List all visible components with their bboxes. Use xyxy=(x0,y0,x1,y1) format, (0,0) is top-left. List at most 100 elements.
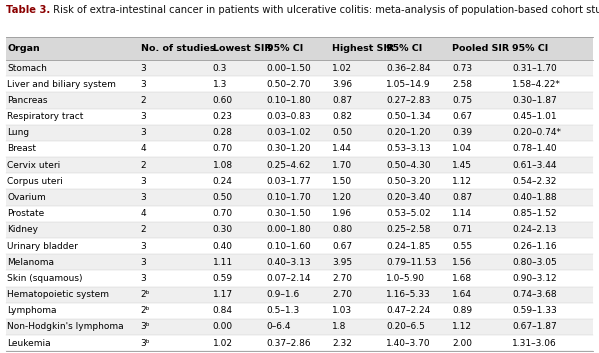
Text: 0.27–2.83: 0.27–2.83 xyxy=(386,96,431,105)
Text: Corpus uteri: Corpus uteri xyxy=(7,177,63,186)
Text: 3: 3 xyxy=(141,64,147,73)
Text: 0.82: 0.82 xyxy=(332,112,352,121)
Text: 1.68: 1.68 xyxy=(452,274,473,283)
Text: 0.50: 0.50 xyxy=(213,193,233,202)
Text: 2.70: 2.70 xyxy=(332,274,352,283)
Bar xyxy=(6,270,593,287)
Text: 3: 3 xyxy=(141,112,147,121)
Bar xyxy=(6,108,593,125)
Text: 1.16–5.33: 1.16–5.33 xyxy=(386,290,431,299)
Text: 0.40: 0.40 xyxy=(213,241,232,251)
Text: Lung: Lung xyxy=(7,128,29,137)
Text: Ovarium: Ovarium xyxy=(7,193,46,202)
Text: 1.31–3.06: 1.31–3.06 xyxy=(512,339,557,348)
Text: 0.00–1.50: 0.00–1.50 xyxy=(267,64,311,73)
Text: 1.04: 1.04 xyxy=(452,144,472,154)
Text: 0.50–2.70: 0.50–2.70 xyxy=(267,80,311,89)
Text: Organ: Organ xyxy=(7,44,40,53)
Text: 0.30: 0.30 xyxy=(213,226,233,234)
Text: 0.70: 0.70 xyxy=(213,209,233,218)
Text: Urinary bladder: Urinary bladder xyxy=(7,241,78,251)
Text: Pooled SIR: Pooled SIR xyxy=(452,44,509,53)
Text: 0.67–1.87: 0.67–1.87 xyxy=(512,323,557,331)
Text: Prostate: Prostate xyxy=(7,209,44,218)
Text: Respiratory tract: Respiratory tract xyxy=(7,112,84,121)
Text: 0.70: 0.70 xyxy=(213,144,233,154)
Text: 1.56: 1.56 xyxy=(452,258,473,267)
Text: 1.40–3.70: 1.40–3.70 xyxy=(386,339,431,348)
Text: 0.00: 0.00 xyxy=(213,323,233,331)
Text: 95% CI: 95% CI xyxy=(386,44,423,53)
Text: 0.24–1.85: 0.24–1.85 xyxy=(386,241,431,251)
Text: 1.02: 1.02 xyxy=(332,64,352,73)
Text: 0.61–3.44: 0.61–3.44 xyxy=(512,161,556,170)
Text: Cervix uteri: Cervix uteri xyxy=(7,161,60,170)
Text: 0.78–1.40: 0.78–1.40 xyxy=(512,144,556,154)
Text: 0.50–3.20: 0.50–3.20 xyxy=(386,177,431,186)
Text: 1.05–14.9: 1.05–14.9 xyxy=(386,80,431,89)
Text: 0.30–1.50: 0.30–1.50 xyxy=(267,209,311,218)
Text: 0.45–1.01: 0.45–1.01 xyxy=(512,112,556,121)
Text: 0.10–1.80: 0.10–1.80 xyxy=(267,96,311,105)
Text: 3ᵇ: 3ᵇ xyxy=(141,323,150,331)
Text: 0.9–1.6: 0.9–1.6 xyxy=(267,290,300,299)
Text: 0.31–1.70: 0.31–1.70 xyxy=(512,64,557,73)
Text: 3: 3 xyxy=(141,177,147,186)
Bar xyxy=(6,303,593,319)
Bar xyxy=(6,254,593,270)
Text: 0.47–2.24: 0.47–2.24 xyxy=(386,306,431,315)
Bar xyxy=(6,157,593,173)
Text: 0.87: 0.87 xyxy=(452,193,473,202)
Text: 95% CI: 95% CI xyxy=(512,44,549,53)
Text: 2.00: 2.00 xyxy=(452,339,472,348)
Bar xyxy=(6,92,593,108)
Text: 0.26–1.16: 0.26–1.16 xyxy=(512,241,556,251)
Text: 2: 2 xyxy=(141,96,146,105)
Text: 4: 4 xyxy=(141,144,146,154)
Text: 0.24: 0.24 xyxy=(213,177,232,186)
Text: 2.58: 2.58 xyxy=(452,80,472,89)
Text: 0.84: 0.84 xyxy=(213,306,232,315)
Text: 2ᵇ: 2ᵇ xyxy=(141,306,150,315)
Text: Liver and biliary system: Liver and biliary system xyxy=(7,80,116,89)
Text: 0.5–1.3: 0.5–1.3 xyxy=(267,306,300,315)
Text: 95% CI: 95% CI xyxy=(267,44,303,53)
Text: Lymphoma: Lymphoma xyxy=(7,306,57,315)
Text: 0.30–1.20: 0.30–1.20 xyxy=(267,144,311,154)
Text: 1.17: 1.17 xyxy=(213,290,233,299)
Bar xyxy=(6,238,593,254)
Text: 0.50–4.30: 0.50–4.30 xyxy=(386,161,431,170)
Text: 1.02: 1.02 xyxy=(213,339,232,348)
Text: 0.55: 0.55 xyxy=(452,241,473,251)
Text: 2.32: 2.32 xyxy=(332,339,352,348)
Text: 0.67: 0.67 xyxy=(452,112,473,121)
Text: 1.11: 1.11 xyxy=(213,258,233,267)
Text: Risk of extra-intestinal cancer in patients with ulcerative colitis: meta-analys: Risk of extra-intestinal cancer in patie… xyxy=(50,5,599,15)
Text: 0.20–3.40: 0.20–3.40 xyxy=(386,193,431,202)
Text: 0.28: 0.28 xyxy=(213,128,232,137)
Text: 0.39: 0.39 xyxy=(452,128,473,137)
Text: 1.45: 1.45 xyxy=(452,161,472,170)
Text: 0.59: 0.59 xyxy=(213,274,233,283)
Text: 4: 4 xyxy=(141,209,146,218)
Text: 0.67: 0.67 xyxy=(332,241,353,251)
Text: 3ᵇ: 3ᵇ xyxy=(141,339,150,348)
Text: 0.73: 0.73 xyxy=(452,64,473,73)
Text: 1.58–4.22*: 1.58–4.22* xyxy=(512,80,561,89)
Text: 3: 3 xyxy=(141,80,147,89)
Text: 1.8: 1.8 xyxy=(332,323,347,331)
Text: 0.37–2.86: 0.37–2.86 xyxy=(267,339,311,348)
Bar xyxy=(6,141,593,157)
Bar xyxy=(6,60,593,76)
Text: 0.30–1.87: 0.30–1.87 xyxy=(512,96,557,105)
Text: 0.60: 0.60 xyxy=(213,96,233,105)
Text: 0.23: 0.23 xyxy=(213,112,232,121)
Text: 0.50: 0.50 xyxy=(332,128,353,137)
Text: 0.50–1.34: 0.50–1.34 xyxy=(386,112,431,121)
Text: 0.53–3.13: 0.53–3.13 xyxy=(386,144,431,154)
Text: 0.40–3.13: 0.40–3.13 xyxy=(267,258,311,267)
Text: Highest SIR: Highest SIR xyxy=(332,44,395,53)
Text: 3: 3 xyxy=(141,258,147,267)
Text: Non-Hodgkin's lymphoma: Non-Hodgkin's lymphoma xyxy=(7,323,124,331)
Text: Kidney: Kidney xyxy=(7,226,38,234)
